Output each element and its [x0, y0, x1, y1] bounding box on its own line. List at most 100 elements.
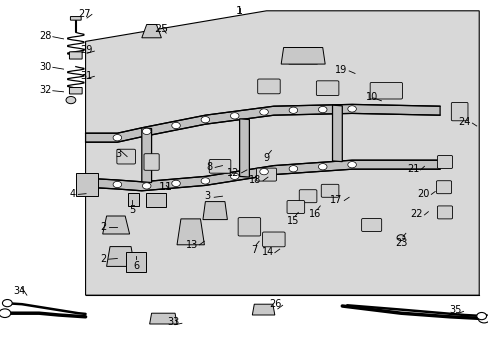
Text: 2: 2: [100, 254, 106, 264]
Text: 6: 6: [133, 261, 139, 271]
Text: 8: 8: [206, 162, 212, 172]
Circle shape: [288, 166, 297, 172]
FancyBboxPatch shape: [69, 87, 82, 94]
FancyBboxPatch shape: [286, 201, 304, 213]
Text: 25: 25: [154, 24, 168, 34]
Text: 21: 21: [407, 164, 419, 174]
Polygon shape: [76, 173, 98, 196]
Text: 10: 10: [365, 92, 377, 102]
Circle shape: [171, 180, 180, 186]
Text: 35: 35: [449, 305, 461, 315]
Text: 9: 9: [263, 153, 269, 163]
Text: 32: 32: [39, 85, 51, 95]
FancyBboxPatch shape: [299, 190, 316, 203]
FancyBboxPatch shape: [117, 149, 135, 164]
FancyBboxPatch shape: [450, 102, 467, 121]
FancyBboxPatch shape: [437, 156, 452, 168]
Text: 22: 22: [409, 209, 422, 219]
FancyBboxPatch shape: [69, 52, 82, 59]
Circle shape: [0, 309, 11, 318]
Circle shape: [2, 300, 12, 307]
Circle shape: [142, 128, 151, 135]
Circle shape: [142, 183, 151, 189]
Polygon shape: [332, 105, 342, 162]
Text: 3: 3: [115, 149, 121, 159]
Text: 23: 23: [394, 238, 407, 248]
Text: 26: 26: [268, 299, 281, 309]
Circle shape: [318, 107, 326, 113]
Text: 24: 24: [457, 117, 469, 127]
Circle shape: [476, 312, 486, 320]
Text: 12: 12: [227, 168, 239, 178]
Circle shape: [318, 163, 326, 170]
FancyBboxPatch shape: [256, 168, 276, 181]
Polygon shape: [128, 193, 139, 206]
Circle shape: [113, 135, 122, 141]
FancyBboxPatch shape: [209, 159, 230, 173]
Text: 5: 5: [129, 205, 135, 215]
Polygon shape: [85, 160, 439, 191]
Polygon shape: [106, 247, 134, 266]
FancyBboxPatch shape: [288, 48, 318, 64]
Circle shape: [259, 109, 268, 115]
Circle shape: [347, 162, 356, 168]
Circle shape: [113, 181, 122, 188]
Text: 14: 14: [261, 247, 273, 257]
Circle shape: [259, 168, 268, 175]
Text: 13: 13: [185, 240, 198, 250]
Text: 34: 34: [13, 286, 26, 296]
Circle shape: [230, 113, 239, 119]
Polygon shape: [145, 193, 166, 207]
Text: 20: 20: [416, 189, 428, 199]
Text: 19: 19: [334, 65, 346, 75]
Text: 1: 1: [236, 6, 243, 17]
Polygon shape: [239, 119, 249, 177]
FancyBboxPatch shape: [321, 184, 338, 197]
Polygon shape: [85, 11, 478, 295]
Polygon shape: [102, 216, 129, 234]
Text: 18: 18: [249, 175, 261, 185]
Text: 2: 2: [100, 222, 106, 232]
FancyBboxPatch shape: [257, 79, 280, 94]
Circle shape: [477, 314, 488, 323]
Text: 31: 31: [81, 71, 93, 81]
FancyBboxPatch shape: [70, 17, 81, 20]
FancyBboxPatch shape: [262, 232, 285, 247]
Text: 15: 15: [286, 216, 299, 226]
Text: 29: 29: [81, 45, 93, 55]
Text: 11: 11: [159, 182, 173, 192]
Circle shape: [201, 117, 209, 123]
Circle shape: [347, 106, 356, 112]
Text: 4: 4: [69, 189, 76, 199]
FancyBboxPatch shape: [238, 217, 260, 236]
Circle shape: [396, 235, 404, 240]
Text: 16: 16: [308, 209, 321, 219]
Polygon shape: [142, 128, 151, 183]
FancyBboxPatch shape: [436, 181, 451, 194]
Circle shape: [171, 122, 180, 129]
Polygon shape: [177, 219, 204, 245]
Polygon shape: [85, 104, 439, 142]
Circle shape: [230, 173, 239, 179]
FancyBboxPatch shape: [437, 206, 452, 219]
FancyBboxPatch shape: [369, 82, 402, 99]
FancyBboxPatch shape: [143, 154, 159, 170]
Text: 28: 28: [39, 31, 51, 41]
FancyBboxPatch shape: [361, 219, 381, 231]
Polygon shape: [252, 304, 274, 315]
Text: 3: 3: [203, 191, 210, 201]
Text: 33: 33: [167, 317, 180, 327]
Text: 7: 7: [251, 245, 257, 255]
Polygon shape: [281, 48, 325, 64]
Text: 27: 27: [78, 9, 90, 19]
FancyBboxPatch shape: [316, 81, 338, 95]
Text: 30: 30: [39, 62, 51, 72]
Polygon shape: [142, 24, 161, 38]
Circle shape: [201, 178, 209, 184]
Polygon shape: [126, 252, 145, 272]
Polygon shape: [149, 313, 177, 324]
Circle shape: [66, 96, 76, 104]
Polygon shape: [203, 202, 227, 220]
Circle shape: [288, 107, 297, 113]
Text: 17: 17: [329, 195, 342, 205]
